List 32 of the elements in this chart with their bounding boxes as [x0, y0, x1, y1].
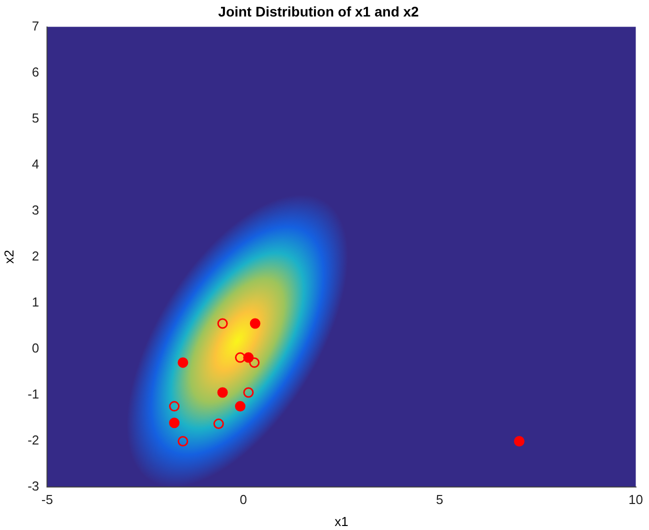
y-tick-label: -2 [28, 432, 40, 448]
x-tick-label: 0 [240, 492, 247, 508]
y-tick-label: 2 [32, 248, 40, 264]
point [213, 418, 224, 430]
chart-title: Joint Distribution of x1 and x2 [218, 3, 420, 20]
y-tick-label: 4 [32, 156, 40, 172]
x-tick-label: -5 [41, 492, 53, 508]
point [243, 387, 254, 398]
y-tick-label: -3 [28, 478, 40, 494]
point [178, 436, 188, 447]
point [217, 318, 228, 329]
point [249, 357, 260, 368]
point [217, 387, 228, 398]
y-tick-label: -1 [28, 386, 40, 402]
x-tick-label: 10 [628, 492, 644, 508]
point [169, 418, 180, 428]
point [243, 352, 254, 363]
point [234, 352, 246, 363]
point [250, 318, 260, 329]
point [514, 436, 524, 447]
y-tick-label: 3 [32, 202, 40, 218]
point [178, 357, 188, 368]
y-tick-label: 7 [32, 18, 40, 34]
x-tick-label: 5 [436, 492, 444, 508]
y-tick-label: 1 [32, 294, 40, 310]
y-axis-title: x2 [1, 250, 16, 264]
point [169, 401, 180, 412]
point [234, 401, 246, 412]
y-tick-label: 0 [32, 340, 40, 356]
y-tick-label: 5 [32, 110, 40, 126]
x-axis-title: x1 [334, 514, 348, 529]
y-tick-label: 6 [32, 64, 40, 80]
